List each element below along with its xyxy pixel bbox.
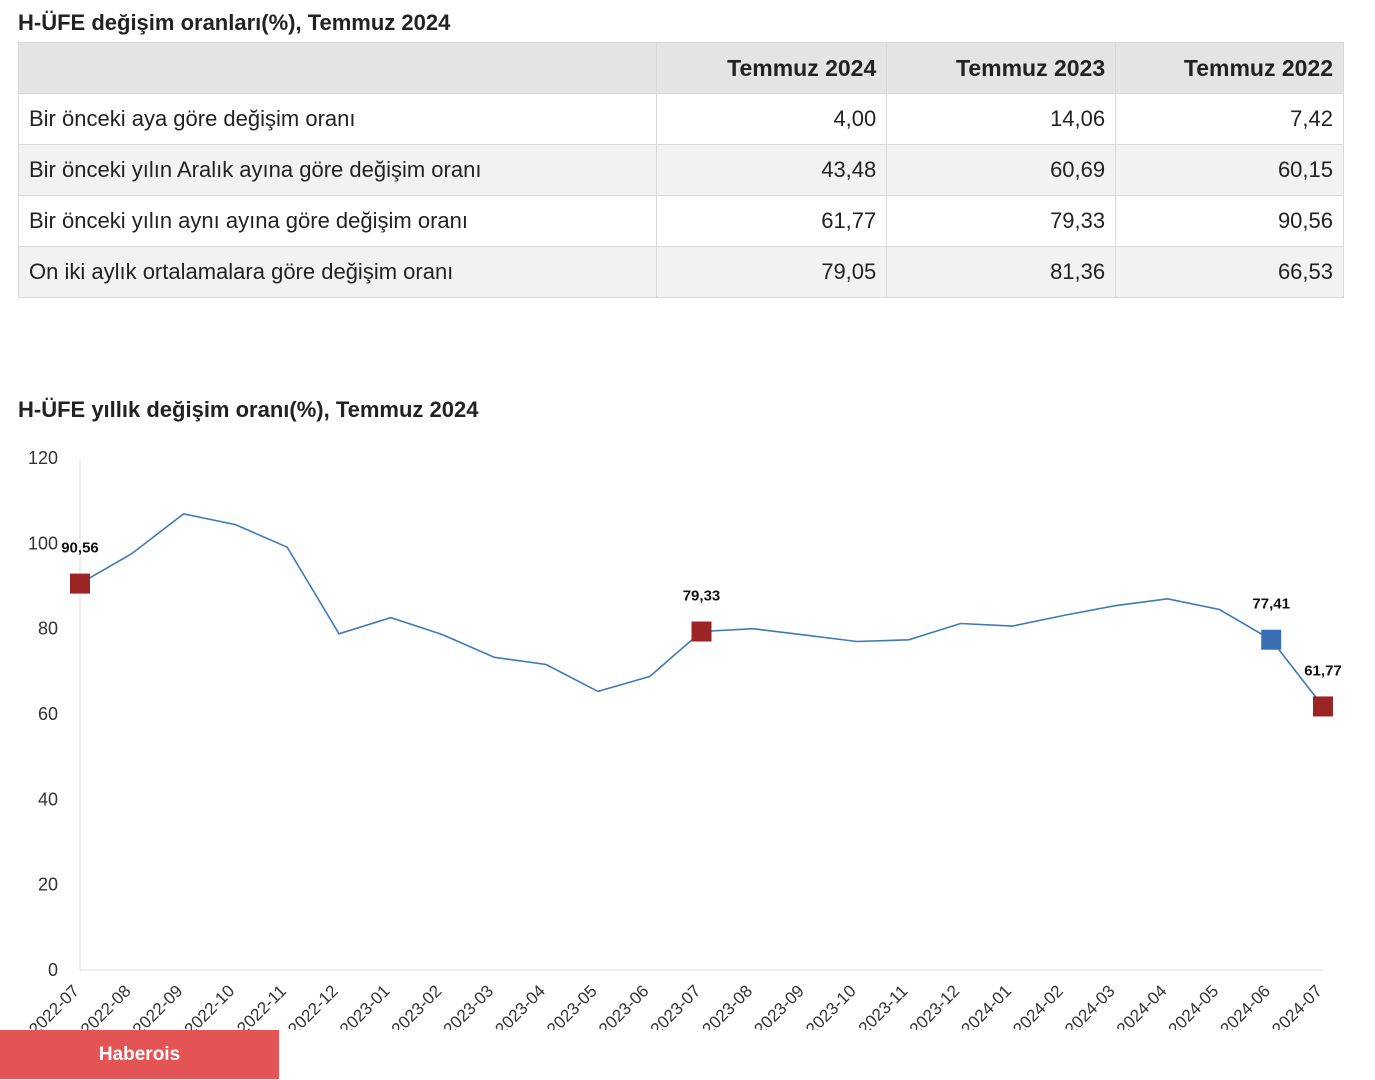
highlight-marker [1313,696,1333,717]
x-tick-label: 2023-03 [440,981,498,1030]
data-label: 90,56 [61,540,99,557]
x-tick-label: 2022-12 [284,981,342,1030]
cell-value: 61,77 [656,195,888,247]
y-tick-label: 60 [38,704,58,724]
annual-change-line-chart: 0204060801001202022-072022-082022-092022… [25,448,1342,1030]
table-title: H-ÜFE değişim oranları(%), Temmuz 2024 [18,10,451,35]
x-tick-label: 2024-02 [1009,981,1067,1030]
x-tick-label: 2024-05 [1165,981,1223,1030]
cell-value: 81,36 [886,246,1117,298]
x-tick-label: 2023-07 [647,981,705,1030]
data-label: 79,33 [683,588,721,605]
row-label: Bir önceki yılın Aralık ayına göre değiş… [17,144,658,196]
x-tick-label: 2023-04 [491,981,549,1030]
x-tick-label: 2022-10 [181,981,239,1030]
highlight-marker [1261,629,1282,650]
x-tick-label: 2022-07 [25,981,83,1030]
x-tick-label: 2024-03 [1061,981,1119,1030]
cell-value: 90,56 [1115,195,1344,247]
x-tick-label: 2024-04 [1113,981,1171,1030]
x-tick-label: 2022-09 [129,981,187,1030]
x-tick-label: 2024-07 [1268,981,1326,1030]
y-tick-label: 100 [28,533,58,553]
cell-value: 43,48 [656,144,888,196]
x-tick-label: 2023-01 [336,981,394,1030]
cell-value: 79,05 [656,246,888,298]
row-label: Bir önceki yılın aynı ayına göre değişim… [17,195,658,247]
cell-value: 66,53 [1115,246,1344,298]
table-row: Bir önceki yılın Aralık ayına göre değiş… [17,144,1344,196]
x-tick-label: 2024-01 [958,981,1016,1030]
table-row: Bir önceki yılın aynı ayına göre değişim… [17,195,1344,247]
y-tick-label: 80 [38,619,58,639]
cell-value: 79,33 [886,195,1117,247]
table-row: Bir önceki aya göre değişim oranı 4,00 1… [17,93,1344,145]
table-header-row: Temmuz 2024 Temmuz 2023 Temmuz 2022 [17,42,1344,94]
y-tick-label: 0 [48,960,58,980]
row-label: On iki aylık ortalamalara göre değişim o… [17,246,658,298]
y-tick-label: 40 [38,789,58,809]
cell-value: 60,15 [1115,144,1344,196]
header-empty [17,42,658,94]
y-tick-label: 120 [28,448,58,468]
x-tick-label: 2023-09 [750,981,808,1030]
x-tick-label: 2023-02 [388,981,446,1030]
cell-value: 60,69 [886,144,1117,196]
series-line [79,513,1324,707]
x-tick-label: 2023-08 [699,981,757,1030]
x-tick-label: 2022-08 [77,981,135,1030]
x-tick-label: 2023-11 [855,981,912,1030]
header-temmuz-2023: Temmuz 2023 [886,42,1117,94]
x-tick-label: 2024-06 [1216,981,1274,1030]
cell-value: 7,42 [1115,93,1344,145]
y-tick-label: 20 [38,875,58,895]
header-temmuz-2024: Temmuz 2024 [656,42,888,94]
cell-value: 14,06 [886,93,1117,145]
table-row: On iki aylık ortalamalara göre değişim o… [17,246,1344,298]
highlight-marker [70,573,90,594]
row-label: Bir önceki aya göre değişim oranı [17,93,658,145]
watermark-logo: Haberois [0,1030,279,1079]
highlight-marker [691,621,712,642]
x-tick-label: 2023-06 [595,981,653,1030]
cell-value: 4,00 [656,93,888,145]
header-temmuz-2022: Temmuz 2022 [1115,42,1344,94]
data-label: 77,41 [1252,596,1290,613]
x-tick-label: 2023-12 [906,981,964,1030]
x-tick-label: 2023-10 [802,981,860,1030]
data-label: 61,77 [1304,662,1342,679]
x-tick-label: 2023-05 [543,981,601,1030]
chart-title: H-ÜFE yıllık değişim oranı(%), Temmuz 20… [18,397,479,422]
change-rates-table: Temmuz 2024 Temmuz 2023 Temmuz 2022 Bir … [17,42,1344,298]
x-tick-label: 2022-11 [233,981,290,1030]
